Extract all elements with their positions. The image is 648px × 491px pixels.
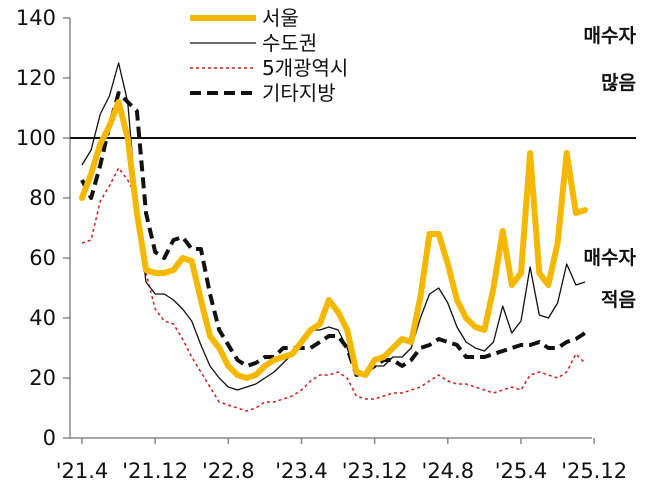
- x-tick-label: '24.8: [422, 459, 475, 483]
- y-tick-label: 120: [16, 66, 56, 90]
- y-tick-label: 140: [16, 6, 56, 30]
- y-tick-label: 40: [29, 306, 56, 330]
- y-axis-ticks: 0 20 40 60 80 100 120 140: [16, 6, 71, 450]
- series-line-1: [81, 62, 586, 391]
- series-line-2: [81, 167, 586, 412]
- annotation-low-line2: 적음: [601, 289, 636, 311]
- x-tick-label: '23.4: [275, 459, 328, 483]
- x-tick-label: '22.8: [202, 459, 255, 483]
- x-axis-ticks: '21.4 '21.12 '22.8 '23.4 '23.12 '24.8 '25.4 '25…: [56, 438, 627, 483]
- annotation-low-line1: 매수자: [584, 247, 637, 269]
- legend-label-0: 서울: [262, 6, 299, 30]
- x-tick-label: '25.4: [495, 459, 548, 483]
- y-tick-label: 0: [43, 426, 56, 450]
- x-tick-label: '25.12: [561, 459, 627, 483]
- y-tick-label: 20: [29, 366, 56, 390]
- legend-label-2: 5개광역시: [262, 56, 348, 80]
- legend-label-3: 기타지방: [262, 81, 336, 105]
- x-tick-label: '21.4: [56, 459, 109, 483]
- series-line-3: [80, 91, 587, 377]
- series-group: [79, 62, 588, 412]
- legend-label-1: 수도권: [262, 31, 317, 55]
- annotation-high-line2: 많음: [601, 72, 636, 94]
- y-tick-label: 80: [29, 186, 56, 210]
- y-tick-label: 100: [16, 126, 56, 150]
- series-line-0: [79, 99, 588, 381]
- y-tick-label: 60: [29, 246, 56, 270]
- annotation-high-line1: 매수자: [584, 25, 637, 47]
- x-tick-label: '21.12: [122, 459, 188, 483]
- x-tick-label: '23.12: [342, 459, 408, 483]
